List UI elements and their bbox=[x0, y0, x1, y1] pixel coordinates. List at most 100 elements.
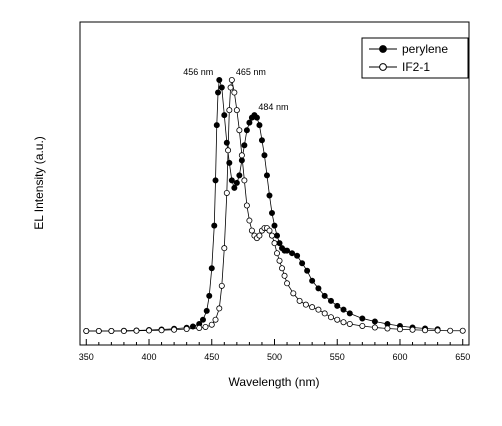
data-point bbox=[239, 153, 244, 158]
data-point bbox=[272, 223, 277, 228]
data-point bbox=[207, 293, 212, 298]
data-point bbox=[229, 77, 234, 82]
data-point bbox=[372, 319, 377, 324]
data-point bbox=[284, 281, 289, 286]
data-point bbox=[214, 123, 219, 128]
x-tick-label: 650 bbox=[455, 352, 470, 362]
series-perylene bbox=[84, 77, 441, 333]
data-point bbox=[222, 246, 227, 251]
data-point bbox=[328, 298, 333, 303]
data-point bbox=[328, 315, 333, 320]
data-point bbox=[310, 305, 315, 310]
data-point bbox=[385, 326, 390, 331]
data-point bbox=[262, 153, 267, 158]
x-tick-label: 500 bbox=[267, 352, 282, 362]
data-point bbox=[222, 113, 227, 118]
data-point bbox=[282, 273, 287, 278]
data-point bbox=[257, 123, 262, 128]
data-point bbox=[257, 233, 262, 238]
data-point bbox=[225, 148, 230, 153]
x-tick-label: 350 bbox=[79, 352, 94, 362]
data-point bbox=[297, 298, 302, 303]
data-point bbox=[212, 223, 217, 228]
data-point bbox=[96, 328, 101, 333]
series-line bbox=[86, 80, 437, 331]
data-point bbox=[254, 115, 259, 120]
peak-annotation: 456 nm bbox=[183, 67, 213, 77]
data-point bbox=[397, 327, 402, 332]
series-if2-1 bbox=[84, 77, 466, 333]
data-point bbox=[219, 283, 224, 288]
data-point bbox=[277, 241, 282, 246]
data-point bbox=[217, 306, 222, 311]
data-point bbox=[267, 193, 272, 198]
data-point bbox=[203, 324, 208, 329]
data-point bbox=[305, 268, 310, 273]
data-point bbox=[274, 233, 279, 238]
data-point bbox=[213, 317, 218, 322]
data-point bbox=[360, 316, 365, 321]
data-point bbox=[232, 90, 237, 95]
data-point bbox=[229, 178, 234, 183]
data-point bbox=[460, 328, 465, 333]
data-point bbox=[335, 317, 340, 322]
data-point bbox=[341, 320, 346, 325]
legend-label-perylene: perylene bbox=[402, 42, 448, 56]
data-point bbox=[322, 311, 327, 316]
data-point bbox=[234, 180, 239, 185]
data-point bbox=[267, 228, 272, 233]
data-point bbox=[121, 328, 126, 333]
series-line bbox=[86, 80, 462, 331]
data-point bbox=[228, 85, 233, 90]
data-point bbox=[284, 248, 289, 253]
data-point bbox=[272, 241, 277, 246]
legend-label-if2-1: IF2-1 bbox=[402, 60, 430, 74]
data-point bbox=[335, 303, 340, 308]
data-point bbox=[448, 328, 453, 333]
data-point bbox=[259, 138, 264, 143]
data-point bbox=[209, 266, 214, 271]
legend: perylene IF2-1 bbox=[362, 38, 468, 78]
data-point bbox=[291, 291, 296, 296]
y-axis-title: EL Intensity (a.u.) bbox=[32, 136, 46, 230]
x-tick-label: 600 bbox=[392, 352, 407, 362]
data-point bbox=[224, 190, 229, 195]
peak-annotation: 484 nm bbox=[258, 102, 288, 112]
data-point bbox=[204, 308, 209, 313]
data-point bbox=[249, 228, 254, 233]
data-point bbox=[234, 108, 239, 113]
data-point bbox=[237, 173, 242, 178]
data-point bbox=[274, 251, 279, 256]
data-point bbox=[279, 266, 284, 271]
data-point bbox=[109, 328, 114, 333]
data-point bbox=[197, 325, 202, 330]
data-point bbox=[264, 173, 269, 178]
data-point bbox=[244, 203, 249, 208]
data-point bbox=[303, 302, 308, 307]
legend-marker-if2-1 bbox=[380, 64, 387, 71]
data-point bbox=[410, 327, 415, 332]
x-tick-label: 450 bbox=[204, 352, 219, 362]
data-point bbox=[310, 278, 315, 283]
x-tick-label: 550 bbox=[330, 352, 345, 362]
data-point bbox=[247, 218, 252, 223]
data-point bbox=[172, 327, 177, 332]
data-point bbox=[237, 128, 242, 133]
data-point bbox=[232, 185, 237, 190]
data-point bbox=[146, 328, 151, 333]
data-point bbox=[294, 253, 299, 258]
series-layer bbox=[84, 77, 466, 333]
data-point bbox=[341, 307, 346, 312]
data-point bbox=[269, 233, 274, 238]
data-point bbox=[277, 258, 282, 263]
data-point bbox=[247, 120, 252, 125]
data-point bbox=[219, 85, 224, 90]
data-point bbox=[242, 143, 247, 148]
data-point bbox=[227, 108, 232, 113]
data-point bbox=[215, 90, 220, 95]
data-point bbox=[84, 328, 89, 333]
data-point bbox=[242, 178, 247, 183]
data-point bbox=[159, 328, 164, 333]
data-point bbox=[322, 293, 327, 298]
